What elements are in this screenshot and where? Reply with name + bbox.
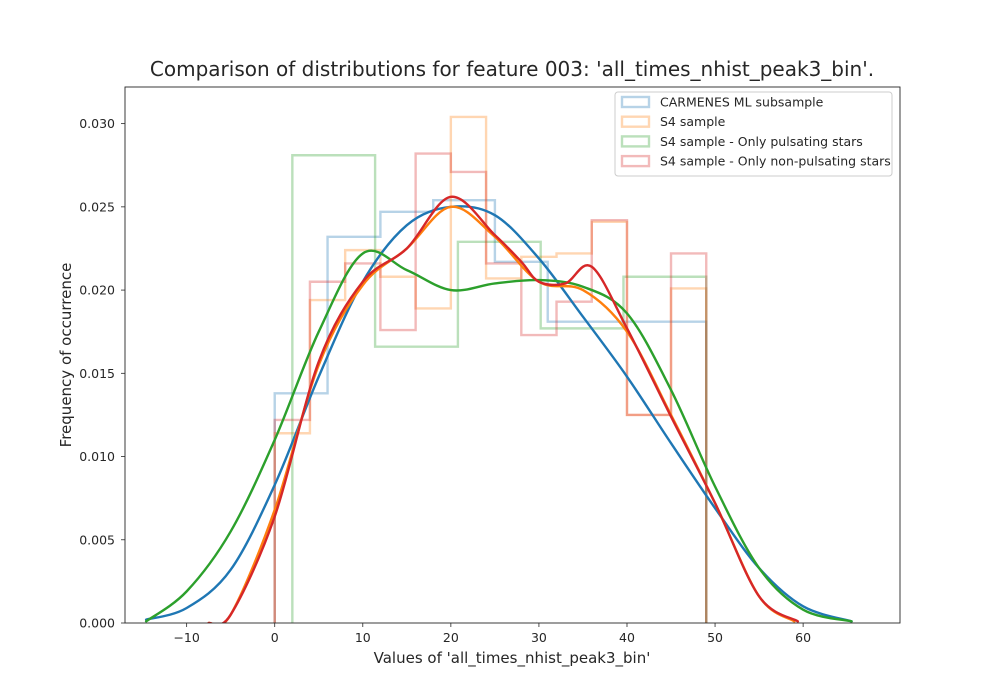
x-tick-label: 50 bbox=[707, 630, 723, 645]
kde-curve-0 bbox=[144, 205, 853, 623]
x-tick-label: 0 bbox=[271, 630, 279, 645]
legend-label-3: S4 sample - Only non-pulsating stars bbox=[660, 154, 891, 169]
y-axis-label: Frequency of occurrence bbox=[57, 263, 75, 448]
histogram-series-3 bbox=[273, 152, 708, 623]
y-tick-label: 0.015 bbox=[79, 366, 115, 381]
legend-box bbox=[614, 91, 893, 177]
x-axis: −10 0 10 20 30 40 50 60 bbox=[173, 623, 811, 645]
histogram-series-1 bbox=[273, 115, 708, 623]
legend: CARMENES ML subsample S4 sample S4 sample … bbox=[614, 91, 893, 177]
x-tick-label: 40 bbox=[619, 630, 635, 645]
y-axis: 0.000 0.005 0.010 0.015 0.020 0.025 0.030 bbox=[79, 116, 125, 631]
x-tick-label: 60 bbox=[795, 630, 811, 645]
histogram-series-2 bbox=[291, 154, 708, 623]
y-tick-label: 0.025 bbox=[79, 199, 115, 214]
chart-title: Comparison of distributions for feature … bbox=[150, 57, 874, 81]
plot-area bbox=[144, 115, 853, 623]
x-tick-label: 10 bbox=[355, 630, 371, 645]
x-tick-label: 30 bbox=[531, 630, 547, 645]
y-tick-label: 0.010 bbox=[79, 449, 115, 464]
y-tick-label: 0.020 bbox=[79, 283, 115, 298]
kde-curve-2 bbox=[144, 249, 853, 623]
x-tick-label: 20 bbox=[443, 630, 459, 645]
legend-swatch-1 bbox=[620, 115, 651, 128]
axes-frame bbox=[124, 86, 901, 624]
x-axis-label: Values of 'all_times_nhist_peak3_bin' bbox=[374, 649, 651, 668]
kde-curve-3 bbox=[207, 195, 800, 623]
y-tick-label: 0.005 bbox=[79, 532, 115, 547]
y-tick-label: 0.000 bbox=[79, 616, 115, 631]
legend-label-0: CARMENES ML subsample bbox=[660, 95, 824, 110]
legend-label-2: S4 sample - Only pulsating stars bbox=[660, 134, 863, 149]
legend-swatch-2 bbox=[620, 135, 651, 148]
legend-label-1: S4 sample bbox=[660, 114, 726, 129]
x-tick-label: −10 bbox=[173, 630, 199, 645]
legend-swatch-3 bbox=[620, 154, 651, 168]
legend-swatch-0 bbox=[620, 95, 651, 109]
y-tick-label: 0.030 bbox=[79, 116, 115, 131]
